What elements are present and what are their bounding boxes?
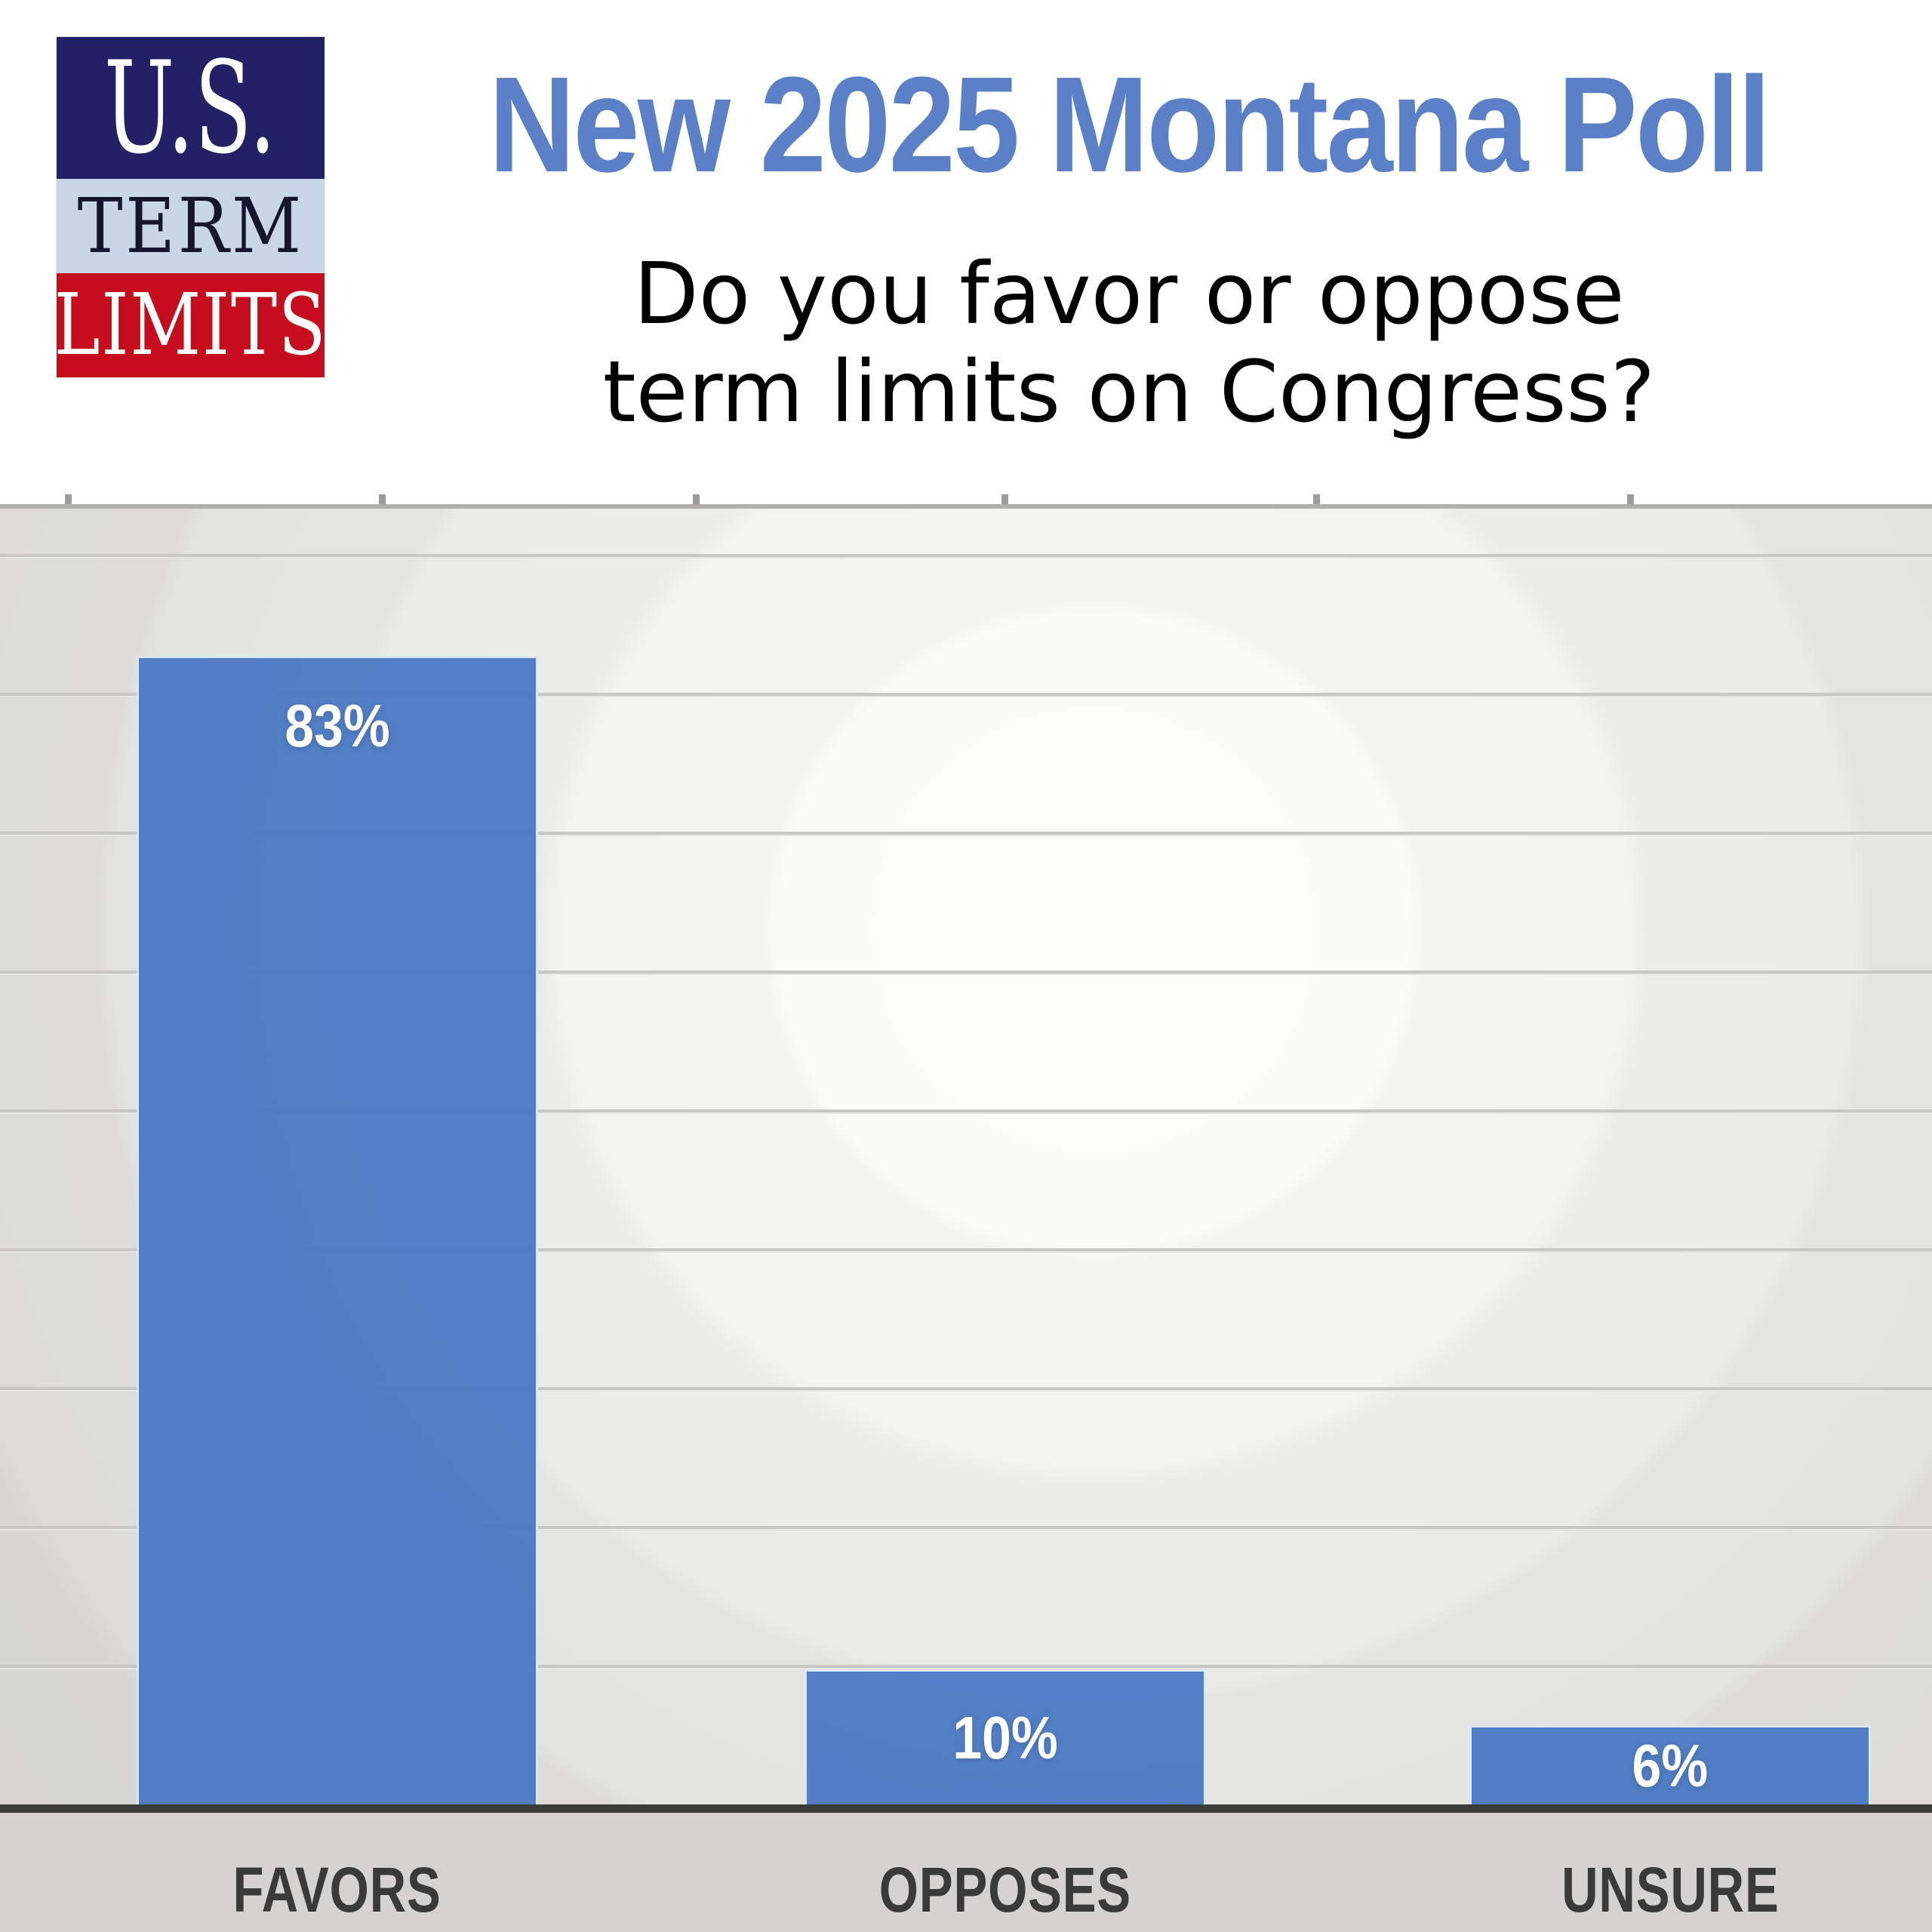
gridline-40pct <box>0 1248 1932 1253</box>
category-label-opposes: OPPOSES <box>741 1858 1269 1921</box>
gridline-30pct <box>0 1387 1932 1392</box>
logo-band-us: U.S. <box>57 37 325 179</box>
gridline-80pct <box>0 693 1932 697</box>
top-axis-tick <box>693 494 700 504</box>
header-text: New 2025 Montana Poll Do you favor or op… <box>326 0 1932 442</box>
gridline-60pct <box>0 971 1932 975</box>
poll-title-text: New 2025 Montana Poll <box>488 49 1771 201</box>
top-axis-tick <box>1313 494 1320 504</box>
poll-title: New 2025 Montana Poll <box>326 57 1932 193</box>
top-axis-tick <box>379 494 386 504</box>
logo-limits-text: LIMITS <box>54 276 328 374</box>
category-label-strip: FAVORS OPPOSES UNSURE <box>0 1813 1932 1932</box>
top-axis-tick <box>1627 494 1634 504</box>
poll-question: Do you favor or oppose term limits on Co… <box>326 245 1932 442</box>
gridline-70pct <box>0 832 1932 836</box>
logo-band-term: TERM <box>57 179 325 273</box>
bar-unsure: 6% <box>1469 1725 1871 1808</box>
poll-question-line2: term limits on Congress? <box>602 343 1656 441</box>
gridline-10pct <box>0 1665 1932 1669</box>
logo-term-text: TERM <box>77 181 304 270</box>
category-label-text: UNSURE <box>1561 1854 1780 1925</box>
category-label-unsure: UNSURE <box>1406 1858 1932 1921</box>
category-label-favors: FAVORS <box>73 1858 601 1921</box>
bar-favors: 83% <box>137 656 538 1808</box>
x-axis-line <box>0 1804 1932 1813</box>
logo-us-text: U.S. <box>104 34 277 182</box>
category-label-text: OPPOSES <box>878 1854 1132 1925</box>
value-label-opposes: 10% <box>952 1704 1058 1771</box>
top-axis-tick <box>1001 494 1008 504</box>
poll-question-line1: Do you favor or oppose <box>633 245 1625 343</box>
chart-plot-area: 83% 10% 6% <box>0 504 1932 1808</box>
gridline-20pct <box>0 1526 1932 1531</box>
bar-opposes: 10% <box>804 1669 1206 1808</box>
value-label-unsure: 6% <box>1632 1732 1709 1799</box>
top-axis-tick <box>65 494 72 504</box>
gridline-50pct <box>0 1109 1932 1114</box>
category-label-text: FAVORS <box>232 1854 442 1925</box>
value-label-favors: 83% <box>285 692 390 759</box>
ustl-logo: U.S. TERM LIMITS <box>54 37 328 377</box>
gridline-90pct <box>0 554 1932 558</box>
logo-band-limits: LIMITS <box>54 273 328 377</box>
